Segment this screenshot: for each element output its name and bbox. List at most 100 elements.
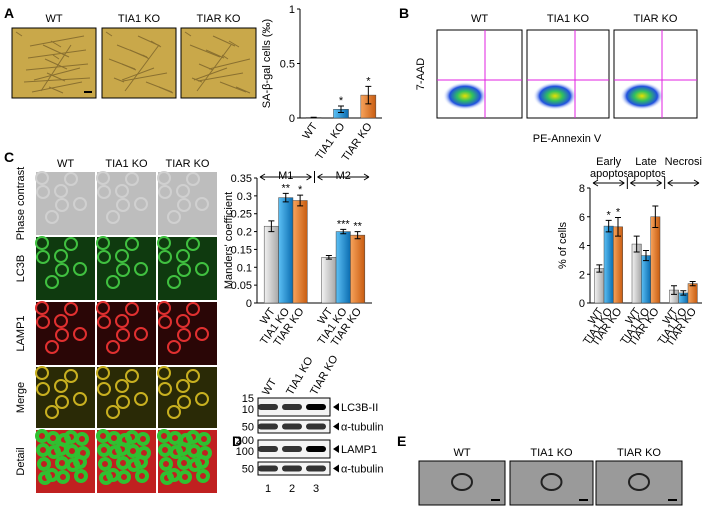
- cell: [96, 301, 110, 315]
- bracket-arrow: [667, 179, 700, 187]
- organelle: [628, 473, 650, 491]
- cell: [75, 432, 89, 446]
- cell: [134, 327, 148, 341]
- cell: [74, 469, 88, 483]
- cell-texture: [27, 49, 87, 59]
- band-arrow: [333, 422, 339, 431]
- panel-letter: C: [4, 149, 14, 165]
- cell: [64, 369, 78, 383]
- micrograph: [101, 27, 177, 99]
- cell: [195, 327, 209, 341]
- error-bar: [282, 192, 289, 203]
- cell: [167, 275, 181, 289]
- bar: [594, 268, 605, 304]
- band: [306, 404, 326, 410]
- row-label: LAMP1: [15, 315, 27, 351]
- cell: [177, 328, 191, 342]
- cell: [125, 237, 139, 251]
- cell: [125, 172, 139, 186]
- category-label-box: M1: [278, 170, 293, 182]
- cell-texture: [137, 35, 161, 47]
- cell-texture: [40, 44, 72, 92]
- cell-texture: [44, 58, 68, 70]
- y-tick-label: 0: [289, 113, 295, 125]
- organelle: [540, 473, 563, 491]
- cell: [47, 445, 61, 459]
- cell: [116, 395, 130, 409]
- row-label: Detail: [15, 447, 27, 475]
- cell-texture: [46, 72, 66, 82]
- column-label: TIAR KO: [165, 158, 209, 170]
- error-bar: [297, 194, 304, 207]
- y-tick-label: 0.05: [231, 280, 252, 292]
- error-bar: [365, 85, 372, 105]
- cell: [57, 433, 71, 447]
- y-tick-label: 0.1: [237, 262, 252, 274]
- significance: *: [607, 209, 612, 221]
- cell-texture: [52, 54, 60, 60]
- cell: [125, 369, 139, 383]
- cell: [76, 446, 90, 460]
- significance: ***: [337, 218, 351, 230]
- cell: [169, 445, 183, 459]
- cell-texture: [31, 81, 83, 93]
- cell: [54, 184, 68, 198]
- cell: [176, 379, 190, 393]
- cell: [115, 379, 129, 393]
- cell: [64, 172, 78, 186]
- em-image: [509, 460, 594, 506]
- flow-population: [533, 82, 577, 110]
- band-arrow: [333, 403, 339, 411]
- flow-population: [443, 82, 487, 110]
- cell: [157, 236, 171, 250]
- category-label: Early apoptosis: [590, 156, 628, 180]
- cell-texture: [145, 81, 173, 93]
- cell: [179, 433, 193, 447]
- y-tick-label: 0.35: [231, 173, 252, 185]
- cell: [97, 250, 111, 264]
- cell: [158, 315, 172, 329]
- category-label: Late apoptosis: [627, 156, 665, 180]
- bar: [292, 200, 308, 304]
- cell: [73, 197, 87, 211]
- cell: [159, 457, 173, 471]
- lane-number: 1: [265, 483, 271, 495]
- panel-letter: D: [232, 433, 242, 449]
- cell-texture: [113, 77, 125, 83]
- cell-texture: [219, 81, 247, 93]
- cell-texture: [15, 31, 23, 37]
- row-label: Phase contrast: [15, 167, 27, 240]
- cell: [176, 184, 190, 198]
- band: [306, 423, 326, 430]
- image-label: TIA1 KO: [118, 13, 161, 25]
- organelle: [451, 473, 473, 491]
- image-label: WT: [453, 447, 470, 459]
- y-tick-label: 8: [579, 183, 585, 195]
- cell: [160, 471, 174, 485]
- image-label: TIAR KO: [196, 13, 240, 25]
- column-label: TIA1 KO: [105, 158, 148, 170]
- y-tick-label: 0.3: [237, 191, 252, 203]
- error-bar: [689, 280, 696, 287]
- cell: [115, 184, 129, 198]
- cell: [196, 469, 210, 483]
- cell-texture: [116, 44, 148, 58]
- cell: [106, 210, 120, 224]
- image-label: TIA1 KO: [547, 13, 590, 25]
- cell-texture: [189, 44, 221, 58]
- y-tick-label: 0.2: [237, 227, 252, 239]
- cell: [35, 171, 49, 185]
- marker-label: 15: [242, 393, 254, 405]
- cell: [55, 395, 69, 409]
- cell-texture: [105, 31, 113, 37]
- cell: [73, 327, 87, 341]
- cell: [195, 392, 209, 406]
- cell: [127, 458, 141, 472]
- cell: [55, 198, 69, 212]
- cell-texture: [193, 67, 228, 81]
- cell: [158, 382, 172, 396]
- cell: [97, 185, 111, 199]
- cell: [97, 382, 111, 396]
- cell: [137, 446, 151, 460]
- cell: [54, 379, 68, 393]
